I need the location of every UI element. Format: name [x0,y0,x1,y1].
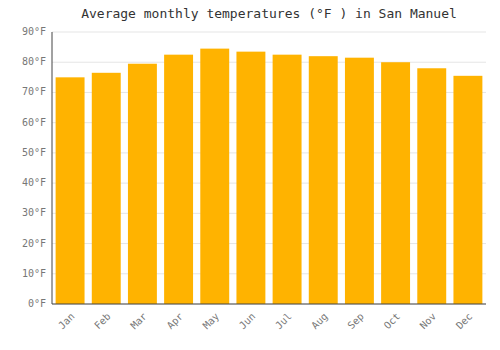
x-tick-label: Nov [418,311,439,332]
x-tick-label: May [201,311,222,332]
bar [273,55,302,304]
grid-line [52,62,486,63]
bar [345,58,374,304]
x-tick-label: Dec [454,311,475,332]
x-tick-label: Feb [92,311,113,332]
y-axis [52,32,53,304]
y-tick-label: 70°F [22,86,46,97]
title: Average monthly temperatures (°F ) in Sa… [81,6,457,21]
bar [236,52,265,304]
bar [92,73,121,304]
y-tick-label: 80°F [22,56,46,67]
bar [128,64,157,304]
x-tick-label: Apr [165,311,186,332]
bar [200,49,229,304]
grid-line [52,32,486,33]
bar [309,56,338,304]
y-tick-label: 60°F [22,117,46,128]
chart: 0°F 10°F 20°F 30°F 40°F 50°F 60°F 70°F 80°F 90°F J… [0,0,500,350]
bar [453,76,482,304]
bars [56,49,483,304]
x-tick-label: Oct [382,311,403,332]
x-tick-label: Jun [237,311,258,332]
x-tick-label: Jan [56,311,77,332]
bar [164,55,193,304]
x-tick-label: Jul [273,311,294,332]
y-tick-label: 90°F [22,26,46,37]
y-tick-label: 50°F [22,147,46,158]
x-axis [52,304,486,305]
grid [52,32,486,304]
y-tick-label: 40°F [22,177,46,188]
bar [381,62,410,304]
bar [417,68,446,304]
grid-line [52,304,486,305]
y-tick-label: 0°F [28,298,46,309]
x-tick-label: Sep [345,311,366,332]
y-tick-label: 10°F [22,268,46,279]
x-tick-label: Aug [309,311,330,332]
y-tick-label: 20°F [22,238,46,249]
x-tick-label: Mar [128,311,149,332]
bar [56,77,85,304]
y-tick-label: 30°F [22,207,46,218]
